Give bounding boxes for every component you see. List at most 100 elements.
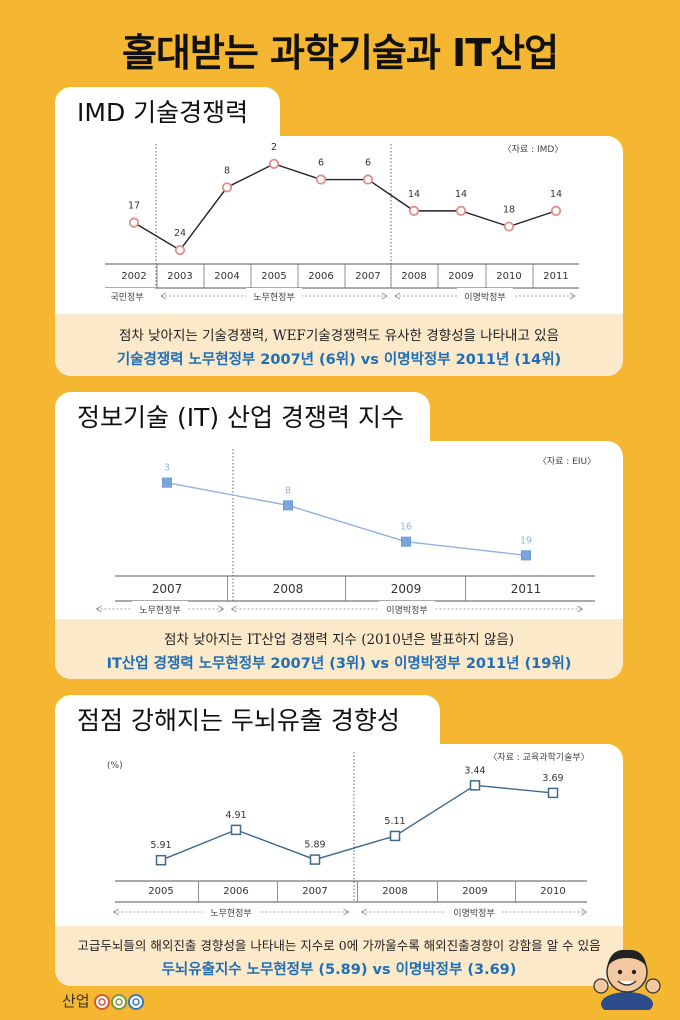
source-label: 〈자료 : IMD〉 — [503, 144, 564, 155]
data-point — [455, 205, 467, 216]
data-point — [547, 787, 559, 799]
period-arrow-right — [577, 605, 584, 613]
data-label: 18 — [503, 205, 515, 216]
period-arrow-right — [381, 292, 388, 300]
data-point — [230, 824, 242, 836]
period-label: 노무현정부 — [210, 908, 251, 919]
x-tick-label: 2011 — [543, 271, 568, 282]
data-label: 3 — [164, 463, 170, 474]
data-point — [128, 217, 140, 228]
period-arrow-left — [160, 292, 167, 300]
imd-chart: 〈자료 : IMD〉 2002 2003 2004 2005 2006 2007 2008 20… — [99, 142, 579, 303]
brain-drain-chart-card: 〈자료 : 교육과학기술부〉 (%) 2005 2006 2007 2008 2009 201… — [55, 744, 623, 986]
imd-section-title: IMD 기술경쟁력 — [55, 87, 280, 139]
data-point — [401, 536, 411, 547]
x-tick-label: 2007 — [355, 271, 380, 282]
brain-drain-note: 고급두뇌들의 해외진출 경향성을 나타내는 지수로 0에 가까울수록 해외진출경… — [77, 938, 601, 953]
x-tick-label: 2009 — [391, 582, 422, 596]
data-label: 14 — [455, 189, 467, 200]
it-note: 점차 낮아지는 IT산업 경쟁력 지수 (2010년은 발표하지 않음) — [163, 632, 515, 648]
period-arrow-right — [343, 908, 350, 916]
period-arrow-right — [581, 908, 588, 916]
source-label: 〈자료 : EIU〉 — [538, 456, 596, 467]
x-tick-label: 2004 — [214, 271, 239, 282]
period-arrow-right — [569, 292, 576, 300]
data-point — [283, 500, 293, 511]
imd-note: 점차 낮아지는 기술경쟁력, WEF기술경쟁력도 유사한 경향성을 나타내고 있… — [118, 328, 560, 344]
period-label: 노무현정부 — [253, 292, 294, 303]
period-label-bg — [379, 601, 435, 615]
data-point — [174, 244, 186, 256]
data-point — [521, 550, 531, 561]
period-label-bg — [132, 601, 188, 615]
data-point — [268, 158, 280, 169]
x-tick-label: 2002 — [121, 271, 146, 282]
x-tick-label: 2007 — [152, 582, 183, 596]
data-label: 19 — [520, 535, 532, 546]
x-tick-label: 2010 — [540, 886, 565, 897]
data-point — [469, 780, 481, 791]
data-label: 6 — [365, 158, 371, 169]
x-tick-label: 2008 — [401, 271, 426, 282]
data-label: 8 — [285, 485, 291, 496]
period-label-bg — [99, 288, 155, 302]
data-point — [315, 174, 327, 185]
x-tick-label: 2005 — [261, 271, 286, 282]
footer-logo: 산업 — [62, 990, 146, 1011]
data-point — [503, 221, 515, 232]
period-arrow-left — [394, 292, 401, 300]
data-point — [309, 854, 321, 865]
x-tick-label: 2005 — [148, 886, 173, 897]
data-label: 5.11 — [384, 816, 405, 827]
data-point — [389, 830, 401, 842]
series-line — [160, 784, 554, 861]
period-label: 국민정부 — [110, 292, 143, 303]
logo-circles-icon — [94, 993, 145, 1010]
x-tick-label: 2009 — [448, 271, 473, 282]
imd-chart-card: 〈자료 : IMD〉 2002 2003 2004 2005 2006 2007 2008 20… — [55, 136, 623, 376]
period-label: 이명박정부 — [453, 908, 494, 919]
data-label: 4.91 — [225, 810, 246, 821]
data-point — [550, 205, 562, 216]
period-label-bg — [446, 904, 502, 918]
brain-drain-highlight: 두뇌유출지수 노무현정부 (5.89) vs 이명박정부 (3.69) — [161, 962, 517, 978]
data-label: 14 — [550, 189, 562, 200]
x-tick-label: 2006 — [308, 271, 333, 282]
data-label: 8 — [224, 165, 230, 176]
data-point — [362, 174, 374, 185]
period-label-bg — [246, 288, 302, 302]
it-section-title: 정보기술 (IT) 산업 경쟁력 지수 — [55, 392, 430, 444]
period-label: 이명박정부 — [386, 605, 427, 616]
data-label: 24 — [174, 228, 186, 239]
x-tick-label: 2003 — [167, 271, 192, 282]
data-point — [221, 182, 233, 193]
period-arrow-left — [230, 605, 237, 613]
period-label: 노무현정부 — [139, 605, 180, 616]
it-note-box: 점차 낮아지는 IT산업 경쟁력 지수 (2010년은 발표하지 않음) IT산… — [55, 619, 623, 679]
brain-drain-note-box: 고급두뇌들의 해외진출 경향성을 나타내는 지수로 0에 가까울수록 해외진출경… — [55, 926, 623, 986]
it-chart: 〈자료 : EIU〉 2007 2008 2009 2011 노무현정부 이명박정부 3 8 16… — [95, 449, 596, 616]
data-point — [162, 477, 172, 488]
imd-highlight: 기술경쟁력 노무현정부 2007년 (6위) vs 이명박정부 2011년 (1… — [116, 352, 562, 368]
source-label: 〈자료 : 교육과학기술부〉 — [488, 752, 589, 763]
x-tick-label: 2011 — [511, 582, 542, 596]
period-label-bg — [203, 904, 259, 918]
x-tick-label: 2010 — [496, 271, 521, 282]
y-unit-label: (%) — [107, 761, 123, 771]
it-chart-card: 〈자료 : EIU〉 2007 2008 2009 2011 노무현정부 이명박정부 3 8 16… — [55, 441, 623, 679]
series-line — [166, 481, 527, 557]
x-tick-label: 2009 — [462, 886, 487, 897]
period-arrow-left — [360, 908, 367, 916]
period-arrow-left — [95, 605, 102, 613]
data-label: 17 — [128, 201, 140, 212]
period-arrow-left — [112, 908, 119, 916]
brain-drain-section-title: 점점 강해지는 두뇌유출 경향성 — [55, 695, 440, 747]
brain-drain-chart: 〈자료 : 교육과학기술부〉 (%) 2005 2006 2007 2008 2009 201… — [107, 752, 590, 919]
x-tick-label: 2007 — [302, 886, 327, 897]
period-label-bg — [457, 288, 513, 302]
data-point — [155, 854, 167, 866]
it-highlight: IT산업 경쟁력 노무현정부 2007년 (3위) vs 이명박정부 2011년… — [106, 656, 572, 672]
period-arrow-right — [218, 605, 225, 613]
data-label: 2 — [271, 142, 277, 153]
data-label: 6 — [318, 158, 324, 169]
